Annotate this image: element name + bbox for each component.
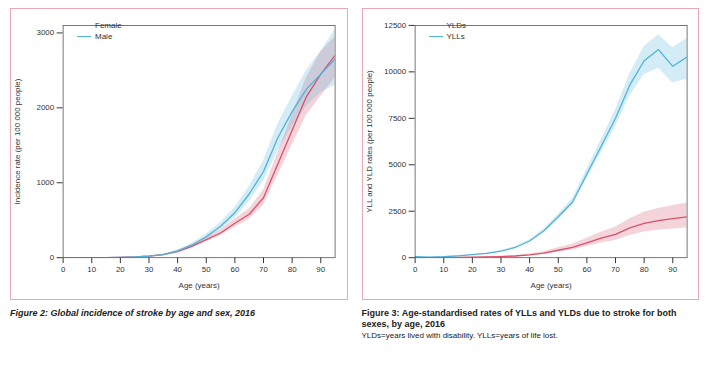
svg-text:60: 60 [230,265,239,274]
svg-text:2000: 2000 [37,103,55,112]
svg-text:30: 30 [145,265,154,274]
svg-text:20: 20 [116,265,125,274]
svg-text:80: 80 [288,265,297,274]
svg-text:Age (years): Age (years) [179,281,220,290]
svg-text:80: 80 [639,265,648,274]
html-text:Female: Female [95,21,122,30]
svg-text:12500: 12500 [384,21,407,30]
svg-text:70: 70 [611,265,620,274]
svg-text:YLL and YLD rates (per 100 000: YLL and YLD rates (per 100 000 people) [365,70,374,213]
svg-text:0: 0 [50,253,55,262]
svg-text:50: 50 [553,265,562,274]
html-text:YLLs: YLLs [446,32,465,41]
svg-text:10: 10 [87,265,96,274]
svg-text:0: 0 [61,265,66,274]
svg-text:90: 90 [316,265,325,274]
svg-text:30: 30 [496,265,505,274]
svg-text:40: 40 [525,265,534,274]
svg-text:3000: 3000 [37,28,55,37]
svg-text:40: 40 [173,265,182,274]
html-text:YLDs: YLDs [446,21,467,30]
svg-text:7500: 7500 [388,114,406,123]
svg-text:Age (years): Age (years) [530,281,571,290]
svg-text:2500: 2500 [388,207,406,216]
svg-text:10000: 10000 [384,67,407,76]
html-text:Figure 2: Global incidence of: Figure 2: Global incidence of stroke by … [10,308,256,318]
html-text:YLDs=years lived with disabili: YLDs=years lived with disability. YLLs=y… [361,330,558,340]
svg-text:Incidence rate (per 100 000 pe: Incidence rate (per 100 000 people) [13,78,22,204]
svg-text:60: 60 [582,265,591,274]
svg-text:0: 0 [412,265,417,274]
html-text:Male: Male [95,32,113,41]
svg-text:70: 70 [259,265,268,274]
svg-text:90: 90 [668,265,677,274]
svg-text:1000: 1000 [37,178,55,187]
svg-text:20: 20 [467,265,476,274]
svg-text:5000: 5000 [388,160,406,169]
html-text:Figure 3: Age-standardised rat: Figure 3: Age-standardised rates of YLLs… [361,308,677,330]
svg-text:50: 50 [202,265,211,274]
svg-text:0: 0 [401,253,406,262]
svg-text:10: 10 [439,265,448,274]
